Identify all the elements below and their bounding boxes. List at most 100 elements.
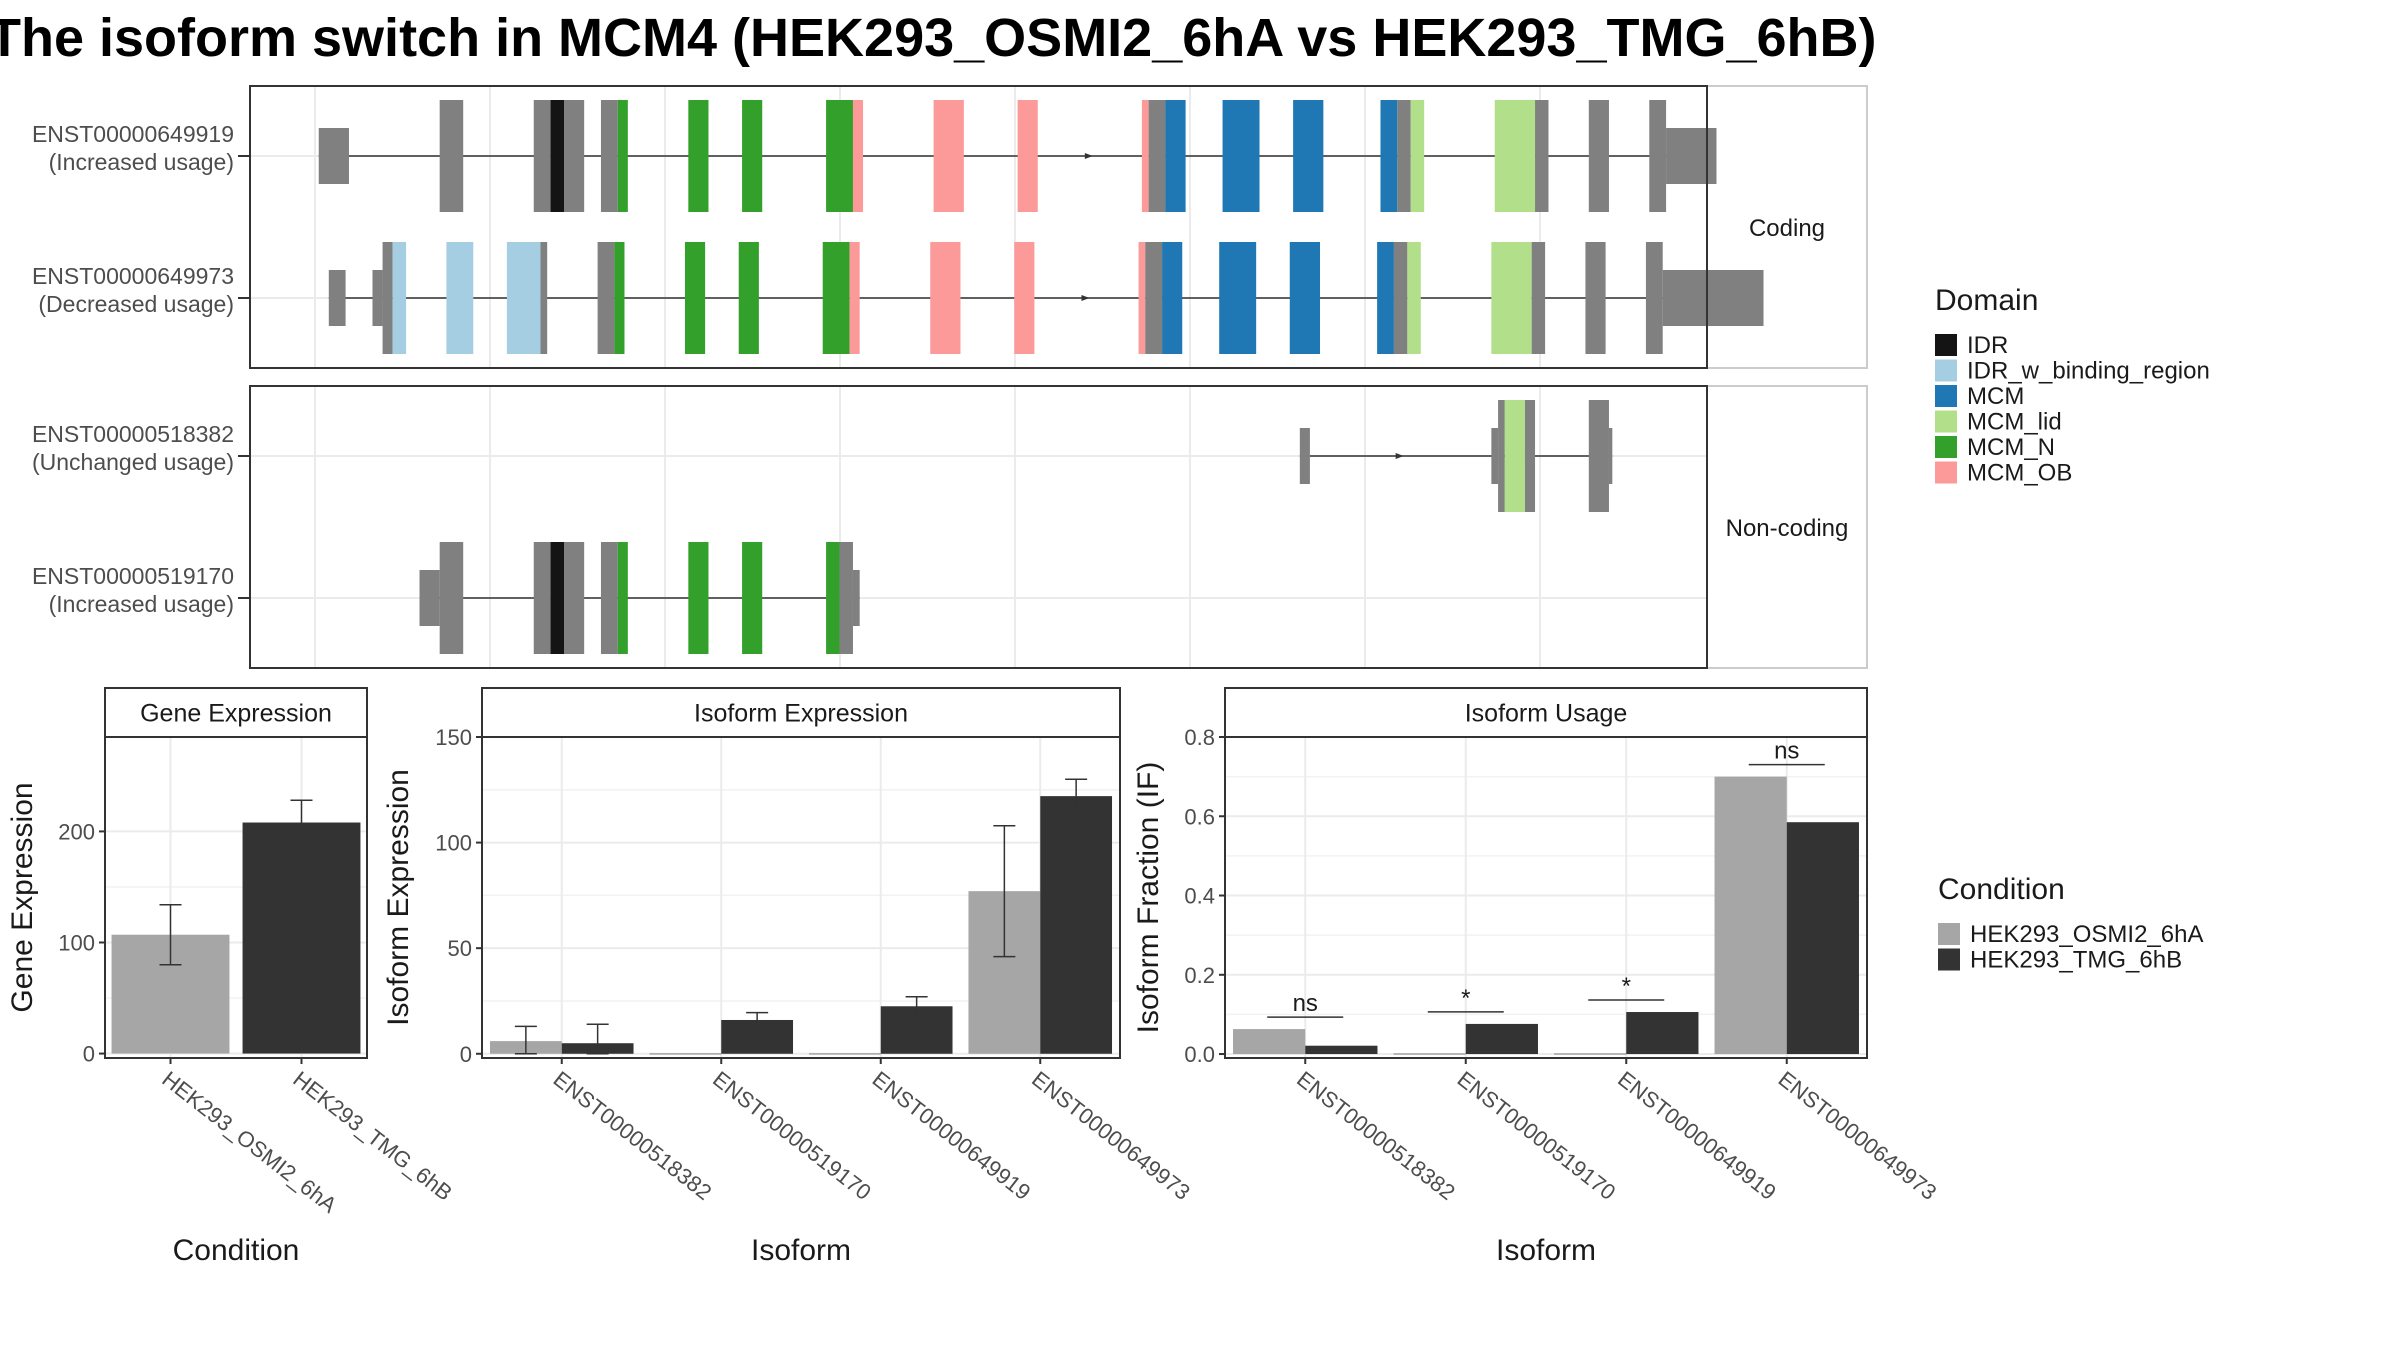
cds-exon — [439, 542, 464, 654]
significance-label: ns — [1774, 738, 1799, 765]
legend-key — [1935, 334, 1957, 356]
structure-panel-bg — [250, 86, 1707, 368]
domain-exon-mcm-ob — [1014, 242, 1035, 354]
bar — [1233, 1029, 1306, 1055]
transcript-usage-label: (Increased usage) — [49, 149, 234, 175]
cds-exon — [1585, 242, 1606, 354]
bar — [1040, 796, 1113, 1054]
cds-exon — [1397, 100, 1411, 212]
y-tick-label: 0.6 — [1184, 804, 1215, 829]
significance-label: * — [1622, 973, 1631, 1000]
domain-exon-mcm — [1219, 242, 1257, 354]
utr-exon — [1608, 428, 1613, 484]
cds-exon — [382, 242, 393, 354]
domain-exon-mcm-ob — [1017, 100, 1038, 212]
domain-exon-mcm-ob — [930, 242, 961, 354]
legend-title: Condition — [1938, 873, 2065, 906]
direction-arrow — [1395, 453, 1404, 459]
transcript-id-label: ENST00000518382 — [32, 421, 234, 447]
legend-label: MCM_lid — [1967, 409, 2062, 436]
legend-key — [1935, 461, 1957, 484]
domain-exon-idr-w-binding-region — [506, 242, 541, 354]
y-tick-label: 150 — [435, 725, 472, 750]
transcript-usage-label: (Unchanged usage) — [32, 449, 234, 475]
x-tick-label: ENST00000519170 — [708, 1066, 876, 1205]
domain-exon-mcm — [1222, 100, 1260, 212]
y-tick-label: 0 — [83, 1042, 95, 1067]
domain-exon-mcm-lid — [1410, 100, 1425, 212]
plot-border — [1224, 736, 1868, 1059]
plot-border — [481, 736, 1121, 1059]
cds-exon — [600, 100, 618, 212]
facet-strip — [1224, 687, 1868, 738]
bar — [242, 822, 361, 1054]
domain-exon-mcm — [1289, 242, 1320, 354]
domain-exon-mcm-n — [688, 542, 709, 654]
cds-exon — [1393, 242, 1408, 354]
legend-key — [1938, 923, 1960, 945]
x-tick-label: ENST00000518382 — [549, 1066, 717, 1205]
x-tick-label: ENST00000649919 — [868, 1066, 1036, 1205]
transcript-usage-label: (Decreased usage) — [38, 291, 234, 317]
cds-exon — [597, 242, 615, 354]
cds-exon — [600, 542, 618, 654]
domain-exon-mcm-lid — [1494, 100, 1536, 212]
cds-exon — [1535, 100, 1549, 212]
cds-exon — [1145, 242, 1163, 354]
domain-exon-mcm-n — [684, 242, 706, 354]
bar — [1305, 1045, 1378, 1055]
facet-strip-label: Non-coding — [1726, 515, 1849, 542]
legend-label: HEK293_OSMI2_6hA — [1970, 921, 2203, 948]
facet-strip — [481, 687, 1121, 738]
chart-title: Isoform Usage — [1465, 700, 1628, 728]
bar — [808, 1053, 881, 1055]
isoform-expression-chart: Isoform Expression 0 50 100 150 ENST000005183… — [382, 687, 1195, 1267]
domain-exon-mcm-n — [742, 542, 763, 654]
direction-arrow — [1081, 295, 1090, 301]
y-tick-label: 0.2 — [1184, 963, 1215, 988]
direction-arrow — [1084, 153, 1093, 159]
legend-key — [1935, 436, 1957, 458]
domain-exon-mcm-ob — [933, 100, 964, 212]
cds-exon — [540, 242, 548, 354]
cds-exon — [533, 542, 551, 654]
cds-exon — [839, 542, 853, 654]
utr-exon — [318, 128, 349, 184]
x-tick-label: ENST00000518382 — [1292, 1066, 1460, 1205]
domain-exon-mcm-ob — [1138, 242, 1146, 354]
utr-exon — [1666, 128, 1717, 184]
domain-exon-mcm-n — [822, 242, 850, 354]
cds-exon — [533, 100, 551, 212]
legend-key — [1938, 948, 1960, 971]
y-tick-label: 0.0 — [1184, 1042, 1215, 1067]
cds-exon — [564, 100, 585, 212]
significance-label: * — [1461, 985, 1470, 1012]
utr-exon — [1299, 428, 1310, 484]
legend-label: MCM_OB — [1967, 460, 2072, 487]
bar — [1714, 776, 1787, 1055]
domain-exon-idr — [550, 542, 564, 654]
legend-key — [1935, 410, 1957, 433]
bar — [1393, 1053, 1466, 1055]
domain-exon-mcm-n — [614, 242, 625, 354]
domain-exon-mcm — [1293, 100, 1324, 212]
domain-exon-mcm-ob — [852, 100, 864, 212]
transcript-id-label: ENST00000649973 — [32, 263, 234, 289]
x-tick-label: ENST00000649973 — [1774, 1066, 1942, 1205]
transcript-id-label: ENST00000649919 — [32, 121, 234, 147]
bar — [1786, 822, 1859, 1055]
chart-title: Isoform Expression — [694, 700, 908, 728]
cds-exon — [1531, 242, 1546, 354]
cds-exon — [1588, 100, 1609, 212]
utr-exon — [372, 270, 383, 326]
legend-label: HEK293_TMG_6hB — [1970, 947, 2182, 974]
x-tick-label: ENST00000649973 — [1027, 1066, 1195, 1205]
domain-exon-mcm-lid — [1491, 242, 1532, 354]
y-tick-label: 0.8 — [1184, 725, 1215, 750]
domain-exon-mcm-n — [688, 100, 709, 212]
domain-exon-mcm-n — [742, 100, 763, 212]
domain-exon-mcm-ob — [849, 242, 860, 354]
